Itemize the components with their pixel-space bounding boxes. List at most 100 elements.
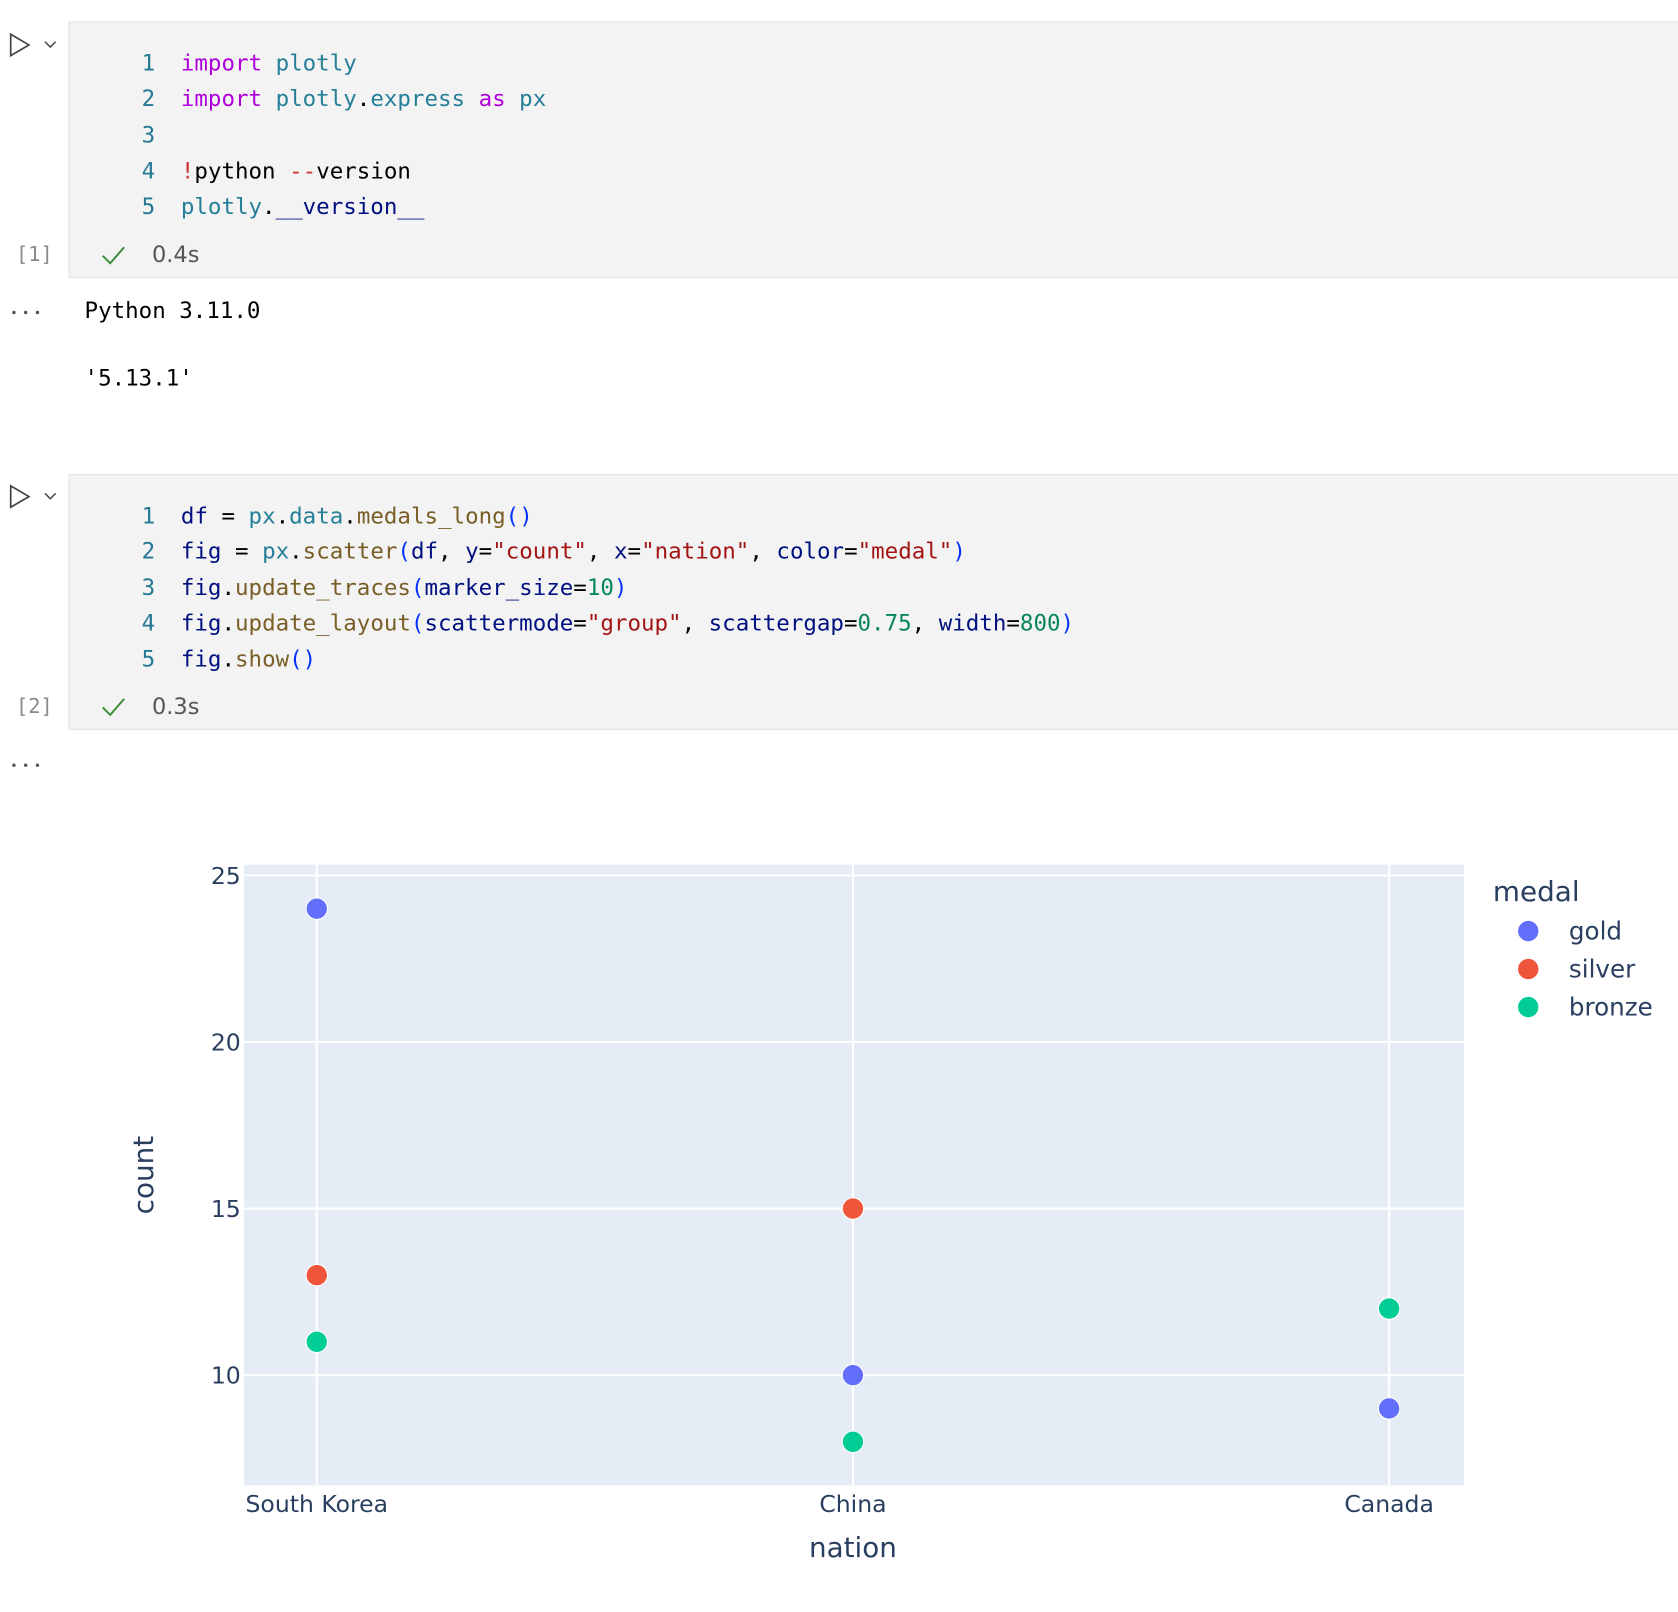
code-token: , <box>749 538 777 564</box>
code-token: . <box>289 538 303 564</box>
code-token: ( <box>397 538 411 564</box>
chart: nation count medal 10 15 20 25 South Korea Ch… <box>127 862 1653 1564</box>
line-number: 3 <box>141 122 156 148</box>
code-token: . <box>262 193 276 220</box>
code-token: px <box>248 502 276 529</box>
code-token: width <box>938 610 1007 636</box>
code-token: , <box>911 610 939 636</box>
marker <box>841 1363 865 1387</box>
code-token: show <box>235 646 290 673</box>
code-token: x <box>613 538 628 564</box>
legend-label: silver <box>1569 955 1636 984</box>
line-number: 2 <box>141 85 156 112</box>
code-token: scattermode <box>424 610 574 636</box>
code-token: ) <box>1060 610 1075 636</box>
code-token: . <box>275 502 290 529</box>
code-token: ) <box>952 538 966 564</box>
code-token: 10 <box>586 574 614 601</box>
line-number: 2 <box>141 538 156 564</box>
code-token: as <box>465 85 506 112</box>
code-token: , <box>681 610 709 636</box>
code-token: px <box>505 85 547 112</box>
code-token: plotly <box>180 193 263 220</box>
code-token: = <box>627 538 642 564</box>
marker <box>305 1330 329 1354</box>
output-text: Python 3.11.0 <box>84 297 261 324</box>
code-token: plotly <box>262 85 357 112</box>
code-token: __version__ <box>275 193 425 220</box>
code-token: df <box>410 538 439 564</box>
line-number: 4 <box>141 158 156 185</box>
code-token: color <box>776 538 845 564</box>
code-line: fig.update_traces(marker_size=10) <box>181 575 628 601</box>
code-token: ( <box>410 610 425 636</box>
marker <box>305 1263 329 1287</box>
code-token: fig <box>180 646 222 673</box>
code-token: = <box>843 610 858 636</box>
code-token: () <box>505 502 533 529</box>
code-token: update_layout <box>235 610 411 636</box>
code-cell[interactable]: 1 2 3 4 5 import plotly import plotly.ex… <box>68 21 1678 279</box>
execution-count: [2] <box>16 694 53 719</box>
code-line: fig.update_layout(scattermode="group", s… <box>181 610 1074 636</box>
code-token: . <box>221 574 236 601</box>
code-token: , <box>586 538 614 564</box>
legend-marker <box>1517 995 1540 1019</box>
line-number: 3 <box>141 574 156 601</box>
output-text: '5.13.1' <box>84 364 193 391</box>
code-token: medals_long <box>356 502 506 529</box>
code-token: = <box>478 538 493 564</box>
code-token: () <box>289 646 317 673</box>
code-token: , <box>438 538 466 564</box>
code-token: . <box>221 646 236 673</box>
code-token: data <box>289 502 344 529</box>
x-tick-label: South Korea <box>245 1490 388 1518</box>
code-cell[interactable]: 1 2 3 4 5 df = px.data.medals_long() fig… <box>68 474 1678 730</box>
code-token: fig <box>180 538 222 564</box>
code-token: import <box>180 50 263 76</box>
code-line: plotly.__version__ <box>181 194 425 220</box>
code-token: plotly <box>262 50 357 76</box>
execution-time: 0.4s <box>151 241 200 268</box>
code-token: marker_size <box>424 574 574 601</box>
code-line: !python --version <box>181 158 411 184</box>
code-token: "nation" <box>641 538 750 564</box>
legend-marker <box>1517 919 1540 943</box>
code-token: fig <box>180 574 222 601</box>
code-token: = <box>1006 610 1020 636</box>
code-token: "count" <box>492 538 587 564</box>
code-token: . <box>356 85 371 112</box>
code-token: px <box>262 538 290 564</box>
line-number: 4 <box>141 610 156 636</box>
code-token: -- <box>275 158 317 185</box>
code-token: "medal" <box>857 538 953 564</box>
output-menu[interactable] <box>11 305 43 318</box>
code-token: "group" <box>586 610 682 636</box>
code-token: = <box>573 574 587 601</box>
run-button[interactable] <box>6 484 60 512</box>
run-button[interactable] <box>6 32 60 60</box>
marker <box>841 1197 865 1220</box>
legend-label: gold <box>1569 917 1622 946</box>
code-token: y <box>465 538 479 564</box>
legend-marker <box>1517 957 1540 981</box>
code-token: = <box>573 610 587 636</box>
code-token: ! <box>180 158 195 185</box>
code-token: python <box>194 158 276 185</box>
code-token: . <box>221 610 236 636</box>
execution-count: [1] <box>16 242 53 267</box>
code-token: 0.75 <box>857 610 912 636</box>
code-token: ( <box>410 574 425 601</box>
code-token: version <box>316 158 411 185</box>
output-menu[interactable] <box>11 758 43 771</box>
code-token: scattergap <box>708 610 844 636</box>
code-token: . <box>343 502 357 529</box>
code-token: 800 <box>1019 610 1061 636</box>
code-line: fig.show() <box>181 646 316 672</box>
line-number: 5 <box>141 646 156 673</box>
code-line: import plotly <box>181 50 357 76</box>
code-line: df = px.data.medals_long() <box>181 503 533 529</box>
code-token: = <box>207 502 249 529</box>
